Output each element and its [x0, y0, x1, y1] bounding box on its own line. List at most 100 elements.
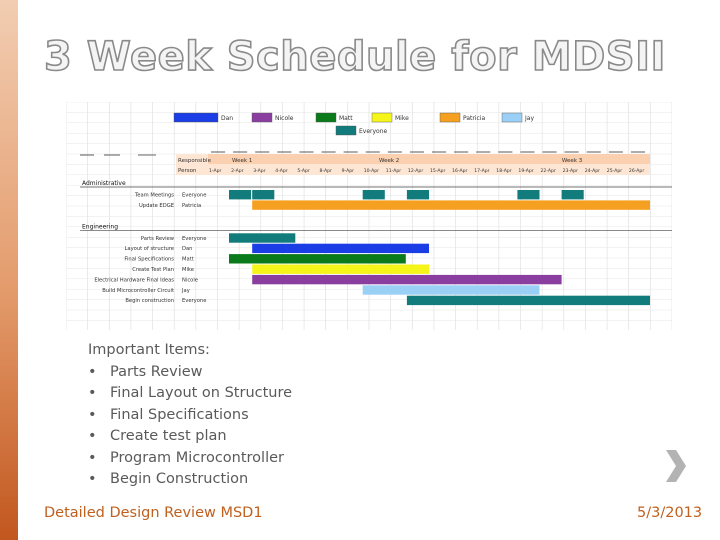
important-item-text: Parts Review: [110, 363, 203, 380]
task-bar: [229, 233, 296, 243]
task-person: Jay: [181, 288, 190, 294]
important-items-list: • Parts Review • Final Layout on Structure •…: [88, 362, 292, 491]
task-name: Final Specifications: [124, 257, 174, 263]
gantt-chart: Dan Nicole Matt Mike Patricia Jay Everyone Resp…: [66, 102, 672, 330]
chevron-right-icon[interactable]: [662, 448, 688, 484]
legend-swatch: [251, 112, 273, 123]
task-person: Patricia: [182, 203, 201, 209]
bullet-marker: •: [88, 449, 97, 466]
bullet-marker: •: [88, 363, 97, 380]
task-name: Update EDGE: [139, 203, 174, 209]
day-label: 5-Apr: [297, 168, 310, 174]
task-bar: [561, 190, 584, 200]
bullet-marker: •: [88, 428, 97, 444]
task-bar: [252, 200, 650, 210]
day-label: 1-Apr: [209, 168, 222, 174]
task-bar: [362, 285, 540, 295]
task-name: Electrical Hardware Final Ideas: [94, 277, 174, 283]
legend-label: Mike: [395, 115, 409, 122]
task-person: Everyone: [182, 236, 206, 242]
task-name: Build Microcontroller Circuit: [102, 288, 174, 294]
day-label: 10-Apr: [364, 168, 379, 174]
task-name: Team Meetings: [134, 193, 174, 199]
legend-swatch: [371, 112, 393, 123]
task-person: Dan: [182, 246, 192, 252]
day-label: 25-Apr: [607, 168, 622, 174]
section-label: Administrative: [82, 180, 126, 187]
day-header-band: [208, 164, 650, 175]
task-name: Begin construction: [125, 298, 174, 304]
legend-swatch: [501, 112, 523, 123]
task-bar: [517, 190, 540, 200]
important-item: • Begin Construction: [88, 469, 292, 491]
responsible-header: Responsible: [178, 158, 212, 164]
important-item-text: Final Layout on Structure: [110, 385, 293, 401]
day-label: 24-Apr: [585, 168, 600, 174]
task-name: Create Test Plan: [132, 267, 174, 273]
legend-swatch: [315, 112, 337, 123]
footer-date: 5/3/2013: [637, 505, 703, 521]
task-name: Layout of structure: [125, 246, 174, 252]
week-label: Week 2: [379, 158, 399, 164]
important-item-text: Final Specifications: [110, 406, 249, 423]
important-item: • Final Specifications: [88, 405, 292, 427]
day-label: 2-Apr: [231, 168, 244, 174]
task-bar: [252, 243, 429, 254]
week-label: Week 1: [232, 158, 252, 164]
legend-label: Everyone: [359, 128, 388, 135]
legend-swatch: [335, 125, 357, 136]
important-item: • Final Layout on Structure: [88, 383, 292, 405]
task-person: Everyone: [182, 193, 206, 199]
task-bar: [252, 190, 275, 200]
bullet-marker: •: [88, 471, 97, 487]
day-label: 9-Apr: [342, 168, 355, 174]
left-accent-bar: [0, 0, 18, 540]
task-bar: [252, 264, 429, 274]
day-label: 18-Apr: [496, 168, 511, 174]
day-label: 17-Apr: [474, 168, 489, 174]
section-label: Engineering: [82, 223, 118, 230]
week-label: Week 3: [562, 158, 583, 164]
important-item: • Create test plan: [88, 426, 292, 448]
important-item-text: Create test plan: [110, 428, 227, 444]
legend-label: Patricia: [463, 115, 485, 122]
day-label: 26-Apr: [629, 168, 644, 174]
legend-label: Dan: [221, 115, 233, 122]
footer-presentation-name: Detailed Design Review MSD1: [44, 505, 263, 521]
legend-swatch: [439, 112, 461, 123]
person-header: Person: [178, 168, 197, 174]
task-person: Matt: [182, 257, 194, 263]
task-person: Nicole: [182, 277, 198, 283]
person-header-band: [176, 154, 208, 175]
task-name: Parts Review: [141, 236, 175, 242]
task-person: Everyone: [182, 298, 206, 304]
legend-swatch: [173, 112, 219, 123]
day-label: 22-Apr: [541, 168, 556, 174]
day-label: 11-Apr: [386, 168, 401, 174]
important-item-text: Begin Construction: [110, 471, 249, 487]
important-item: • Parts Review: [88, 362, 292, 384]
important-items-heading: Important Items:: [88, 342, 210, 358]
day-label: 15-Apr: [430, 168, 445, 174]
legend-label: Nicole: [275, 115, 294, 122]
bullet-marker: •: [88, 406, 97, 423]
day-label: 8-Apr: [320, 168, 333, 174]
day-label: 4-Apr: [275, 168, 288, 174]
day-label: 19-Apr: [518, 168, 533, 174]
task-person: Mike: [182, 267, 194, 273]
slide-title: 3 Week Schedule for MDSII: [43, 33, 666, 81]
task-bar: [362, 190, 385, 200]
bullet-marker: •: [88, 385, 97, 401]
important-item: • Program Microcontroller: [88, 448, 292, 470]
task-bar: [229, 254, 406, 264]
day-label: 3-Apr: [253, 168, 266, 174]
task-bar: [229, 190, 252, 200]
legend-label: Matt: [339, 115, 353, 122]
task-bar: [252, 274, 562, 285]
week-header-band: [208, 154, 650, 164]
day-label: 12-Apr: [408, 168, 423, 174]
legend-label: Jay: [524, 115, 534, 122]
task-bar: [406, 190, 429, 200]
task-bar: [406, 295, 650, 306]
day-label: 23-Apr: [563, 168, 578, 174]
